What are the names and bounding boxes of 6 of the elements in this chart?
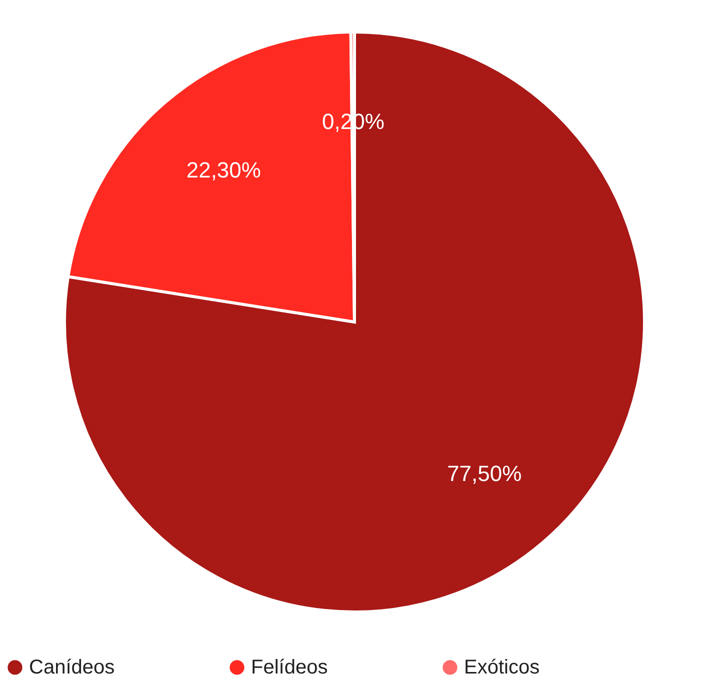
pie-slice [63, 30, 646, 613]
legend-label: Exóticos [464, 656, 540, 678]
data-label: 77,50% [447, 461, 522, 486]
data-label: 22,30% [186, 158, 261, 183]
legend-label: Canídeos [29, 656, 115, 678]
legend-label: Felídeos [251, 656, 328, 678]
